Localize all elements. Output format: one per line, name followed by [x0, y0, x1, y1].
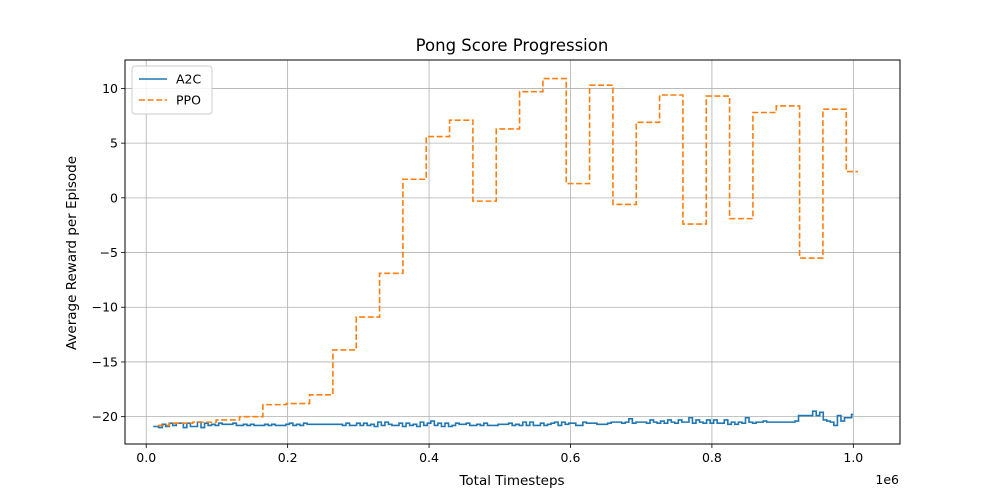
y-tick-label: −15 — [92, 354, 118, 369]
y-axis-label: Average Reward per Episode — [64, 156, 80, 350]
legend-frame — [131, 65, 213, 115]
y-tick-label: 0 — [110, 190, 118, 205]
x-tick-label: 0.0 — [136, 450, 156, 465]
x-tick-label: 0.2 — [278, 450, 298, 465]
x-tick-label: 0.6 — [561, 450, 581, 465]
y-tick-label: −20 — [92, 409, 118, 424]
x-tick-label: 0.4 — [419, 450, 439, 465]
y-tick-label: 10 — [102, 81, 118, 96]
y-tick-label: −5 — [100, 245, 118, 260]
grid — [125, 60, 900, 444]
series-line-a2c — [153, 410, 854, 429]
x-tick-label: 0.8 — [702, 450, 722, 465]
legend-label-ppo: PPO — [176, 93, 201, 108]
chart-title: Pong Score Progression — [416, 36, 609, 55]
series-layer — [153, 77, 858, 429]
x-axis-label: Total Timesteps — [458, 473, 564, 489]
axis-ticks: 0.0 0.2 0.4 0.6 0.8 1.0 −20 −15 −10 −5 0 5 10 — [92, 81, 864, 465]
legend: A2C PPO — [131, 65, 213, 115]
x-tick-label: 1.0 — [843, 450, 863, 465]
series-line-ppo — [157, 77, 858, 427]
plot-area-frame — [124, 59, 901, 445]
legend-label-a2c: A2C — [176, 72, 202, 87]
y-tick-label: 5 — [110, 136, 118, 151]
x-axis-offset-label: 1e6 — [875, 472, 899, 487]
y-tick-label: −10 — [92, 300, 118, 315]
